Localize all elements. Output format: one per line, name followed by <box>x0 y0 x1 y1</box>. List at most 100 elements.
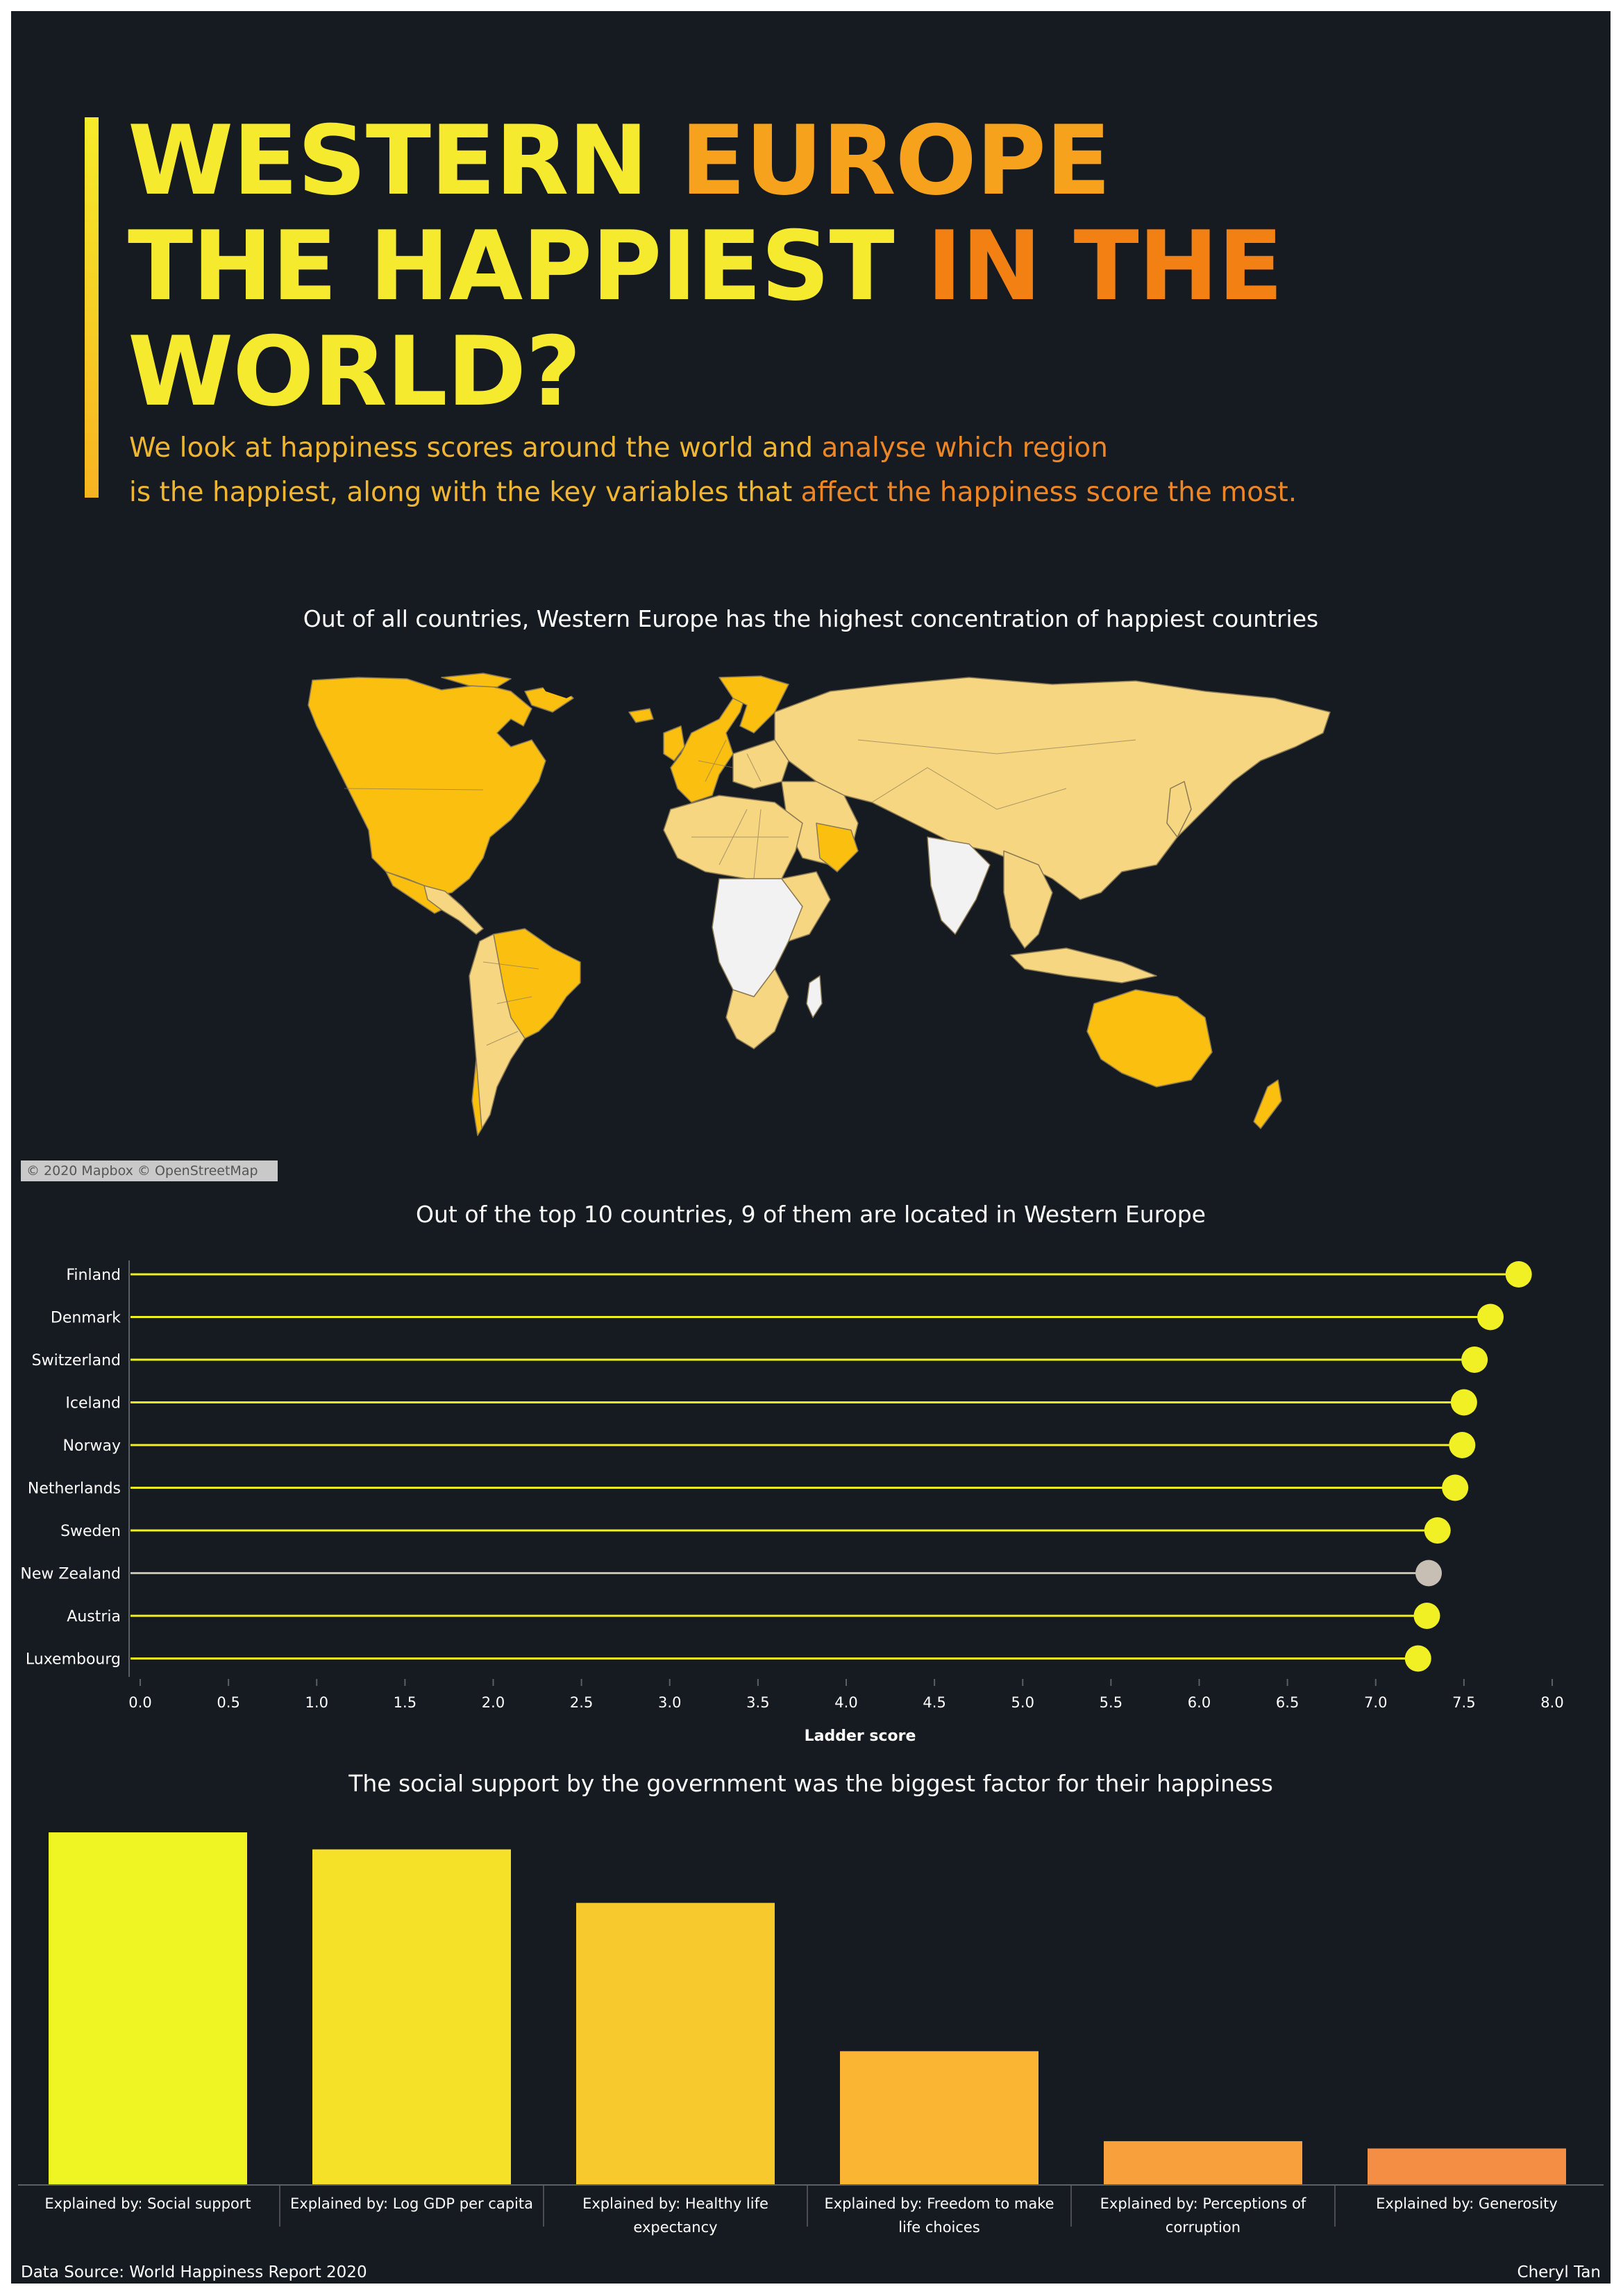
x-tick-label: 5.0 <box>1011 1694 1034 1711</box>
subtitle-line2b: affect the happiness score the most. <box>800 477 1297 508</box>
bar[interactable] <box>840 2051 1038 2185</box>
bar-category-label: Explained by: Freedom to make life choice… <box>824 2195 1054 2236</box>
map-scandinavia <box>718 675 789 734</box>
title-word-europe: EUROPE <box>680 105 1111 217</box>
lollipop-dot[interactable] <box>1449 1432 1476 1458</box>
lollipop-category-label: Denmark <box>51 1310 121 1327</box>
x-tick-label: 1.0 <box>305 1694 328 1711</box>
x-tick-label: 4.5 <box>923 1694 945 1711</box>
lollipop-chart-title: Out of the top 10 countries, 9 of them a… <box>416 1201 1206 1228</box>
map-border-europe-a <box>698 739 762 782</box>
bar-category-label: Explained by: Log GDP per capita <box>290 2195 533 2212</box>
bar-chart-svg: Explained by: Social support Explained by… <box>18 1832 1604 2236</box>
lollipop-dot[interactable] <box>1415 1560 1443 1587</box>
map-chile <box>471 1058 482 1136</box>
map-north-america <box>308 677 546 897</box>
subtitle-line1b: analyse which region <box>821 432 1109 464</box>
x-tick-label: 2.0 <box>482 1694 505 1711</box>
map-attribution[interactable]: © 2020 Mapbox © OpenStreetMap <box>21 1160 278 1181</box>
map-saudi-arabia <box>816 822 859 872</box>
x-axis-label: Ladder score <box>805 1728 916 1745</box>
map-border-africa-a <box>691 809 789 879</box>
lollipop-category-label: Norway <box>63 1437 121 1455</box>
map-south-asia <box>927 836 991 935</box>
lollipop-category-label: Switzerland <box>32 1352 121 1369</box>
bar-category-label: Explained by: Social support <box>44 2195 251 2212</box>
bar-category-label: Explained by: Perceptions of corruption <box>1100 2195 1306 2236</box>
x-tick-label: 4.0 <box>834 1694 857 1711</box>
x-tick-label: 7.5 <box>1452 1694 1475 1711</box>
bar-category-label-line: Explained by: Social support <box>44 2195 251 2212</box>
map-border-sa-a <box>482 961 539 1046</box>
bar[interactable] <box>49 1832 247 2185</box>
subtitle-line2a: is the happiest, along with the key vari… <box>129 477 793 508</box>
lollipop-dot[interactable] <box>1477 1303 1504 1331</box>
page-subtitle: We look at happiness scores around the w… <box>129 426 1483 515</box>
map-mexico <box>385 871 442 914</box>
lollipop-dot[interactable] <box>1442 1474 1469 1501</box>
map-southern-africa <box>725 968 789 1049</box>
title-word-western: WESTERN <box>128 105 648 217</box>
lollipop-dot[interactable] <box>1450 1389 1477 1416</box>
bar[interactable] <box>576 1902 775 2185</box>
lollipop-category-label: Iceland <box>65 1395 121 1412</box>
map-new-zealand <box>1253 1079 1282 1129</box>
lollipop-category-label: Luxembourg <box>26 1651 121 1669</box>
lollipop-chart-svg: Finland Denmark Switzerland Iceland Norway Ne… <box>20 1260 1564 1745</box>
world-map[interactable] <box>303 670 1337 1149</box>
map-madagascar <box>806 975 823 1018</box>
x-tick-label: 6.5 <box>1276 1694 1299 1711</box>
lollipop-dot[interactable] <box>1505 1261 1532 1288</box>
x-tick-label: 3.5 <box>746 1694 769 1711</box>
bar-category-label-line: Explained by: Freedom to make <box>824 2195 1054 2212</box>
bar-category-label: Explained by: Generosity <box>1376 2195 1558 2212</box>
lollipop-dot[interactable] <box>1413 1603 1440 1629</box>
map-australia <box>1086 989 1213 1088</box>
x-tick-label: 1.5 <box>394 1694 417 1711</box>
bar-chart: Explained by: Social support Explained by… <box>11 1816 1611 2260</box>
bar[interactable] <box>1104 2141 1302 2185</box>
bar-category-label-line: Explained by: Log GDP per capita <box>290 2195 533 2212</box>
title-word-happiest: THE HAPPIEST <box>128 210 895 322</box>
map-russia-asia <box>774 677 1331 900</box>
lollipop-category-label: Finland <box>66 1267 121 1284</box>
lollipop-category-label: New Zealand <box>20 1566 121 1583</box>
map-border-usa-canada <box>344 788 484 791</box>
title-word-world: WORLD? <box>128 316 581 428</box>
lollipop-category-label: Netherlands <box>28 1480 121 1498</box>
title-word-in-the: IN THE <box>926 210 1284 322</box>
lollipop-dot[interactable] <box>1404 1645 1431 1672</box>
x-tick-label: 2.5 <box>570 1694 593 1711</box>
bar-category-label-line: Explained by: Generosity <box>1376 2195 1558 2212</box>
map-greenland <box>532 670 594 698</box>
map-south-america-west <box>469 934 525 1129</box>
bar-category-label: Explained by: Healthy life expectancy <box>582 2195 768 2236</box>
bar-category-label-line: life choices <box>898 2219 980 2236</box>
data-source: Data Source: World Happiness Report 2020 <box>21 2263 367 2281</box>
infographic-frame: WESTERN EUROPE THE HAPPIEST IN THE WORLD… <box>11 11 1611 2284</box>
x-tick-label: 0.5 <box>217 1694 239 1711</box>
lollipop-dot[interactable] <box>1424 1517 1451 1544</box>
bar-category-label-line: expectancy <box>633 2219 717 2236</box>
map-title: Out of all countries, Western Europe has… <box>303 605 1319 632</box>
map-japan <box>1166 781 1192 838</box>
lollipop-category-label: Sweden <box>60 1523 121 1540</box>
lollipop-dot[interactable] <box>1461 1347 1488 1373</box>
map-indonesia <box>1010 947 1157 984</box>
page-title: WESTERN EUROPE THE HAPPIEST IN THE WORLD… <box>128 108 1447 425</box>
x-tick-label: 0.0 <box>128 1694 151 1711</box>
map-southeast-asia <box>1003 850 1053 949</box>
bar[interactable] <box>1368 2148 1566 2185</box>
x-tick-label: 7.0 <box>1364 1694 1387 1711</box>
map-iceland <box>628 708 654 723</box>
map-east-africa <box>781 871 831 942</box>
bar-category-label-line: Explained by: Healthy life <box>582 2195 768 2212</box>
title-accent-bar <box>85 117 99 498</box>
bar-chart-title: The social support by the government was… <box>348 1770 1273 1797</box>
author-credit: Cheryl Tan <box>1517 2263 1601 2281</box>
bar-category-label-line: Explained by: Perceptions of <box>1100 2195 1306 2212</box>
map-central-africa <box>712 878 803 997</box>
subtitle-line1a: We look at happiness scores around the w… <box>129 432 814 464</box>
bar[interactable] <box>312 1849 511 2185</box>
x-tick-label: 8.0 <box>1540 1694 1563 1711</box>
